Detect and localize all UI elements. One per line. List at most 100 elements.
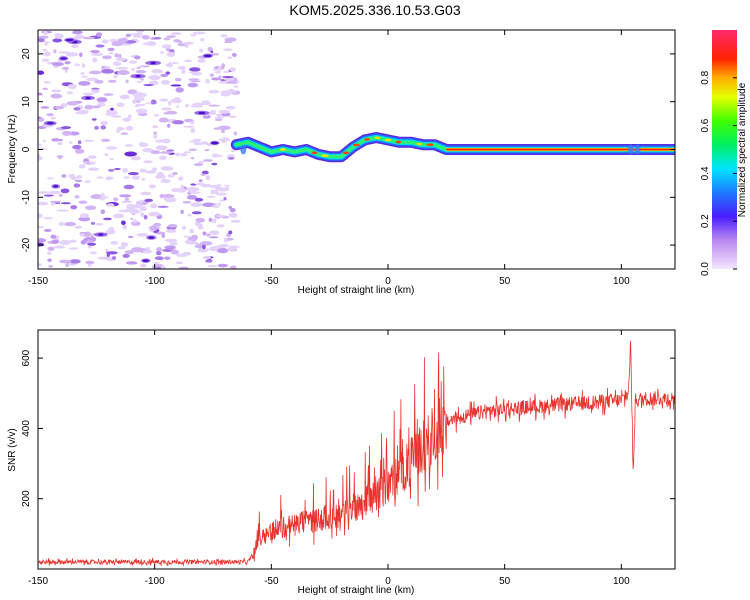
noise-speckle — [174, 77, 182, 82]
noise-speckle — [71, 44, 79, 48]
noise-speckle — [211, 205, 220, 208]
noise-speckle — [132, 35, 144, 38]
noise-speckle — [94, 79, 104, 84]
noise-speckle — [78, 216, 91, 222]
noise-speckle — [64, 221, 77, 227]
noise-speckle — [115, 57, 127, 62]
noise-cluster-core — [65, 38, 74, 42]
noise-speckle — [211, 52, 220, 56]
noise-speckle — [182, 41, 194, 45]
noise-speckle — [81, 63, 86, 69]
noise-speckle — [208, 89, 220, 94]
noise-speckle — [217, 263, 229, 268]
noise-speckle — [124, 151, 137, 157]
noise-speckle — [111, 256, 117, 260]
noise-speckle — [113, 197, 119, 202]
track-hotspot — [395, 140, 402, 144]
noise-speckle — [38, 156, 43, 161]
noise-speckle — [130, 217, 134, 220]
noise-speckle — [108, 110, 118, 116]
snr-ytick-label: 200 — [21, 490, 32, 507]
noise-speckle — [229, 67, 236, 72]
noise-speckle — [51, 62, 65, 67]
noise-speckle — [154, 174, 166, 179]
noise-speckle — [193, 142, 204, 146]
noise-speckle — [191, 211, 202, 215]
noise-speckle — [111, 41, 124, 47]
noise-speckle — [140, 78, 144, 81]
noise-speckle — [135, 103, 147, 106]
noise-speckle — [189, 228, 195, 234]
noise-speckle — [192, 138, 202, 142]
noise-speckle — [79, 213, 90, 219]
noise-speckle — [80, 72, 85, 75]
noise-speckle — [164, 245, 176, 250]
noise-speckle — [42, 51, 52, 57]
noise-speckle — [77, 140, 82, 145]
noise-speckle — [126, 204, 136, 210]
noise-speckle — [160, 166, 174, 171]
snr-xtick-label: -100 — [145, 576, 165, 587]
noise-speckle — [132, 99, 137, 104]
noise-speckle — [122, 253, 130, 258]
noise-speckle — [223, 197, 227, 201]
noise-speckle — [215, 192, 228, 196]
noise-speckle — [123, 176, 130, 179]
noise-speckle — [140, 212, 145, 218]
noise-speckle — [55, 138, 64, 142]
noise-speckle — [161, 194, 175, 199]
noise-speckle — [38, 143, 42, 146]
noise-speckle — [86, 77, 99, 82]
noise-speckle — [132, 92, 145, 98]
noise-speckle — [130, 156, 141, 161]
colorbar-tick-label: 0.8 — [700, 70, 711, 84]
noise-speckle — [136, 233, 149, 237]
noise-speckle — [68, 173, 76, 179]
noise-speckle — [120, 132, 129, 135]
spectrogram-ytick-label: -20 — [21, 237, 32, 252]
noise-speckle — [118, 53, 122, 59]
noise-speckle — [136, 80, 142, 84]
noise-speckle — [43, 81, 51, 84]
noise-speckle — [38, 191, 49, 194]
noise-speckle — [87, 245, 92, 249]
noise-speckle — [107, 79, 117, 83]
noise-speckle — [38, 117, 45, 122]
noise-speckle — [190, 33, 197, 37]
noise-speckle — [184, 240, 194, 244]
noise-speckle — [121, 220, 126, 226]
noise-speckle — [60, 188, 70, 194]
noise-speckle — [107, 47, 115, 52]
noise-speckle — [178, 176, 184, 181]
noise-cluster-core — [142, 259, 149, 262]
noise-speckle — [172, 171, 178, 176]
noise-speckle — [38, 242, 45, 247]
noise-speckle — [228, 230, 233, 235]
noise-speckle — [164, 197, 177, 203]
noise-speckle — [194, 221, 201, 227]
noise-speckle — [224, 40, 233, 44]
noise-speckle — [208, 104, 221, 107]
noise-speckle — [190, 128, 196, 134]
noise-speckle — [216, 224, 225, 228]
noise-speckle — [167, 123, 171, 128]
noise-speckle — [125, 125, 134, 131]
snr-series-line — [38, 340, 675, 567]
noise-speckle — [185, 103, 189, 108]
noise-speckle — [103, 93, 114, 96]
colorbar-tick-label: 0.6 — [700, 118, 711, 132]
noise-speckle — [59, 259, 72, 264]
noise-speckle — [177, 66, 187, 70]
noise-speckle — [101, 138, 111, 142]
noise-speckle — [153, 131, 158, 135]
noise-speckle — [230, 219, 241, 223]
noise-speckle — [120, 242, 129, 247]
chart-title: KOM5.2025.336.10.53.G03 — [289, 2, 461, 18]
noise-speckle — [136, 66, 141, 69]
noise-speckle — [38, 70, 45, 75]
noise-speckle — [100, 192, 105, 198]
noise-speckle — [190, 104, 199, 108]
noise-cluster-core — [135, 74, 141, 78]
